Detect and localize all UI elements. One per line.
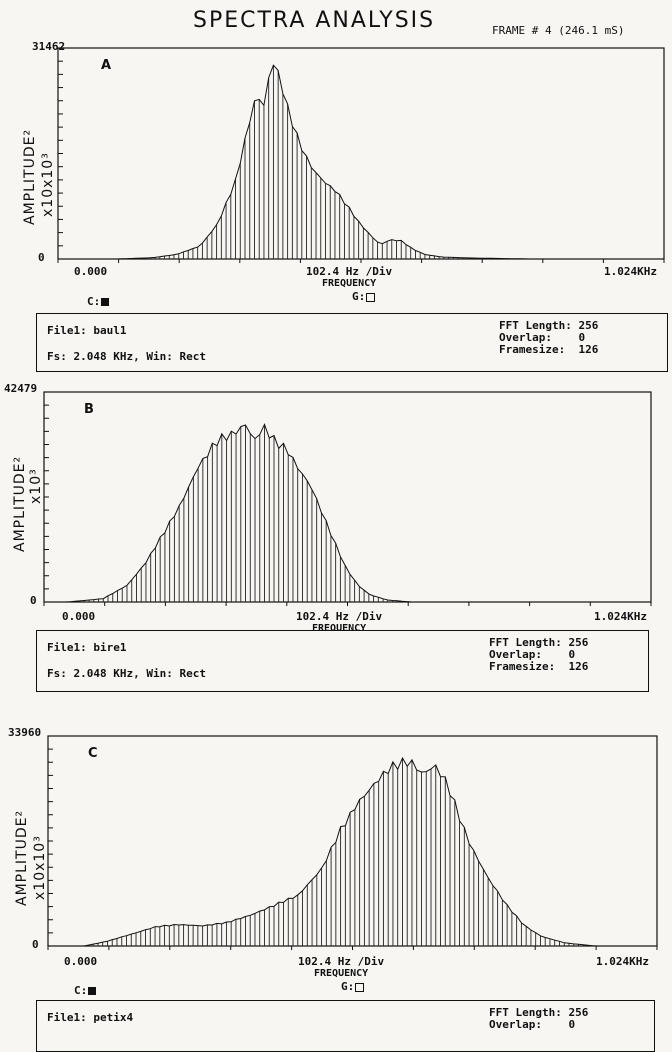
fft-params: FFT Length: 256 Overlap: 0 bbox=[489, 1006, 589, 1031]
g-cursor-icon bbox=[355, 982, 365, 992]
panel-b-ymax: 42479 bbox=[4, 382, 38, 395]
panel-b-info-box: File1: bire1 Fs: 2.048 KHz, Win: Rect FF… bbox=[36, 630, 649, 692]
panel-c-x-end: 1.024KHz bbox=[596, 955, 649, 968]
panel-b-x-end: 1.024KHz bbox=[594, 610, 647, 623]
panel-c-letter: C bbox=[88, 746, 98, 761]
sampling-info: Fs: 2.048 KHz, Win: Rect bbox=[47, 350, 206, 363]
panel-a-x-end: 1.024KHz bbox=[604, 265, 657, 278]
sampling-info: Fs: 2.048 KHz, Win: Rect bbox=[47, 667, 206, 680]
panel-a-x-mid: 102.4 Hz /Div bbox=[306, 265, 393, 278]
panel-b-x-start: 0.000 bbox=[62, 610, 96, 623]
panel-a-g-marker: G: bbox=[352, 290, 376, 303]
panel-b-ymin: 0 bbox=[30, 594, 37, 607]
g-cursor-icon bbox=[366, 292, 376, 302]
c-cursor-icon bbox=[88, 987, 97, 995]
spectrum-envelope bbox=[46, 423, 649, 603]
panel-c-ymin: 0 bbox=[32, 938, 39, 951]
panel-a-letter: A bbox=[101, 58, 112, 73]
panel-a-ymin: 0 bbox=[38, 251, 45, 264]
plot-frame bbox=[57, 47, 665, 260]
file-name: File1: bire1 bbox=[47, 641, 127, 654]
file-name: File1: baul1 bbox=[47, 324, 127, 337]
chart-title: SPECTRA ANALYSIS bbox=[193, 8, 436, 33]
fft-params: FFT Length: 256 Overlap: 0 Framesize: 12… bbox=[489, 636, 589, 673]
panel-c-xlabel: FREQUENCY bbox=[314, 968, 369, 979]
plot-frame bbox=[47, 735, 658, 947]
spectrum-envelope bbox=[50, 756, 655, 947]
panel-a-info-box: File1: baul1 Fs: 2.048 KHz, Win: Rect FF… bbox=[36, 313, 668, 372]
panel-b-xlabel: FREQUENCY bbox=[312, 623, 367, 634]
panel-b-x-mid: 102.4 Hz /Div bbox=[296, 610, 383, 623]
panel-c-x-mid: 102.4 Hz /Div bbox=[298, 955, 385, 968]
panel-c-ymax: 33960 bbox=[8, 726, 42, 739]
panel-a-ymax: 31462 bbox=[32, 40, 66, 53]
fft-params: FFT Length: 256 Overlap: 0 Framesize: 12… bbox=[499, 319, 599, 356]
panel-a-xlabel: FREQUENCY bbox=[322, 278, 377, 289]
file-name: File1: petix4 bbox=[47, 1011, 134, 1024]
panel-b-letter: B bbox=[84, 402, 94, 417]
spectrum-envelope bbox=[60, 64, 662, 260]
frame-indicator: FRAME # 4 (246.1 mS) bbox=[492, 24, 625, 37]
panel-c-g-marker: G: bbox=[341, 980, 365, 993]
panel-c-x-start: 0.000 bbox=[64, 955, 98, 968]
c-cursor-icon bbox=[101, 298, 110, 306]
panel-a-x-start: 0.000 bbox=[74, 265, 108, 278]
panel-c-c-marker: C: bbox=[74, 984, 97, 997]
panel-a-c-marker: C: bbox=[87, 295, 110, 308]
